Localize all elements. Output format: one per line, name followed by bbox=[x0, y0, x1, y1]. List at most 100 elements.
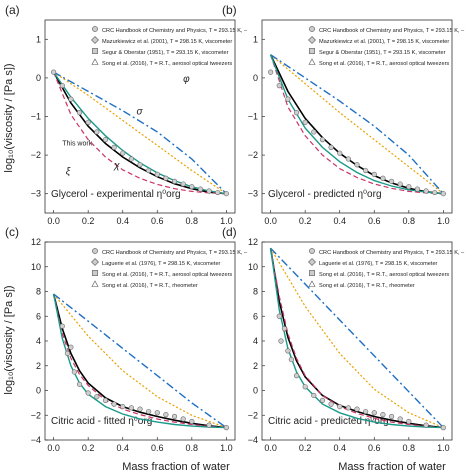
data-point bbox=[319, 397, 326, 404]
data-point bbox=[223, 191, 229, 197]
data-point bbox=[120, 403, 126, 410]
data-point bbox=[388, 178, 395, 184]
data-point bbox=[223, 425, 229, 431]
x-tick-label: 0.4 bbox=[333, 443, 346, 453]
series-line bbox=[53, 293, 227, 429]
x-tick-label: 0.4 bbox=[116, 443, 129, 453]
x-tick-label: 0.2 bbox=[299, 443, 312, 453]
legend-entry: CRC Handbook of Chemistry and Physics, T… bbox=[102, 28, 248, 34]
data-point bbox=[137, 406, 143, 412]
data-point bbox=[397, 416, 403, 422]
data-point bbox=[293, 373, 300, 379]
series-line bbox=[270, 54, 444, 195]
data-point bbox=[406, 184, 412, 190]
data-point bbox=[302, 384, 308, 390]
x-tick-label: 1.0 bbox=[437, 443, 450, 453]
panel-caption: Glycerol - experimental η⁰org bbox=[51, 189, 181, 200]
x-tick-label: 0.0 bbox=[47, 216, 60, 226]
y-tick-label: 6 bbox=[253, 311, 258, 321]
x-tick-label: 1.0 bbox=[220, 216, 233, 226]
y-tick-label: 8 bbox=[253, 287, 258, 297]
x-tick-label: 0.0 bbox=[47, 443, 60, 453]
data-point bbox=[380, 175, 386, 181]
series-line bbox=[270, 247, 444, 429]
data-point bbox=[276, 313, 282, 319]
legend-entry: Laguerie et al. (1976), T = 298.15 K, vi… bbox=[102, 261, 221, 267]
y-tick-label: 0 bbox=[36, 73, 41, 83]
data-point bbox=[76, 110, 83, 116]
y-tick-label: 6 bbox=[36, 311, 41, 321]
data-point bbox=[337, 403, 343, 410]
x-tick-label: 0.0 bbox=[264, 443, 277, 453]
panel-label: (a) bbox=[5, 3, 20, 17]
data-point bbox=[189, 184, 195, 190]
data-point bbox=[59, 83, 65, 89]
x-tick-label: 0.6 bbox=[368, 216, 381, 226]
legend-marker bbox=[91, 258, 99, 266]
panel-caption: Citric acid - predicted η⁰org bbox=[268, 416, 389, 427]
data-point bbox=[163, 175, 169, 181]
legend-marker bbox=[92, 248, 98, 254]
data-point bbox=[397, 181, 403, 187]
data-point bbox=[154, 171, 160, 177]
data-point bbox=[64, 350, 71, 356]
x-tick-label: 0.6 bbox=[151, 216, 164, 226]
data-point bbox=[102, 137, 109, 143]
panel-3: (d) 0.0 0.2 0.4 0.6 0.8 1.0 12 10 8 6 4 2 0 −2 −4 CRC Ha… bbox=[222, 225, 465, 453]
series-line bbox=[269, 54, 444, 195]
y-tick-label: −1 bbox=[248, 112, 258, 122]
data-point bbox=[440, 425, 446, 431]
legend-entry: Song et al. (2016), T = R.T., aerosol op… bbox=[102, 272, 232, 278]
data-point bbox=[94, 129, 100, 135]
data-point bbox=[111, 401, 117, 407]
legend-marker bbox=[92, 270, 98, 276]
data-point bbox=[76, 381, 83, 387]
x-tick-label: 0.8 bbox=[403, 443, 416, 453]
data-point bbox=[371, 171, 377, 177]
data-point bbox=[197, 186, 204, 192]
y-tick-label: 2 bbox=[36, 361, 41, 371]
legend-marker bbox=[91, 36, 99, 44]
y-tick-label: −2 bbox=[248, 410, 258, 420]
legend-marker bbox=[309, 26, 315, 32]
data-point bbox=[432, 189, 438, 196]
series-annotation: φ bbox=[183, 74, 190, 85]
data-point bbox=[319, 137, 326, 143]
series-line bbox=[270, 54, 444, 195]
x-tick-label: 0.4 bbox=[116, 216, 129, 226]
y-tick-label: −3 bbox=[31, 189, 41, 199]
data-point bbox=[59, 323, 65, 329]
legend-entry: Song et al. (2016), T = R.T., aerosol op… bbox=[102, 61, 232, 67]
data-point bbox=[146, 408, 152, 415]
legend-marker bbox=[309, 248, 315, 254]
data-point bbox=[337, 150, 343, 156]
series-line bbox=[53, 71, 227, 195]
series-line bbox=[53, 71, 227, 195]
legend-entry: Segur & Oberstar (1951), T = 293.15 K, v… bbox=[319, 50, 446, 56]
y-tick-label: 1 bbox=[253, 34, 258, 44]
series-line bbox=[270, 54, 444, 195]
data-point bbox=[345, 156, 351, 162]
data-point bbox=[111, 144, 117, 150]
series-line bbox=[52, 71, 227, 195]
data-point bbox=[311, 392, 317, 399]
data-point bbox=[85, 119, 91, 125]
x-tick-label: 0.0 bbox=[264, 216, 277, 226]
data-point bbox=[180, 181, 186, 187]
panel-label: (d) bbox=[222, 225, 237, 239]
data-point bbox=[94, 394, 100, 400]
data-point bbox=[180, 416, 186, 422]
series-annotation: χ bbox=[113, 161, 120, 172]
series-annotation: σ bbox=[137, 107, 144, 118]
panel-label: (b) bbox=[222, 3, 237, 17]
data-point bbox=[206, 188, 212, 194]
data-point bbox=[293, 110, 300, 116]
legend-marker bbox=[308, 280, 316, 287]
x-tick-label: 0.4 bbox=[333, 216, 346, 226]
x-tick-label: 0.8 bbox=[403, 216, 416, 226]
legend-entry: Song et al. (2016), T = R.T., aerosol op… bbox=[319, 61, 449, 67]
y-axis-label-top: log₁₀(viscosity / [Pa s]) bbox=[3, 63, 15, 172]
data-point bbox=[406, 418, 412, 425]
data-point bbox=[206, 422, 212, 428]
x-axis-label-left: Mass fraction of water bbox=[122, 461, 230, 473]
